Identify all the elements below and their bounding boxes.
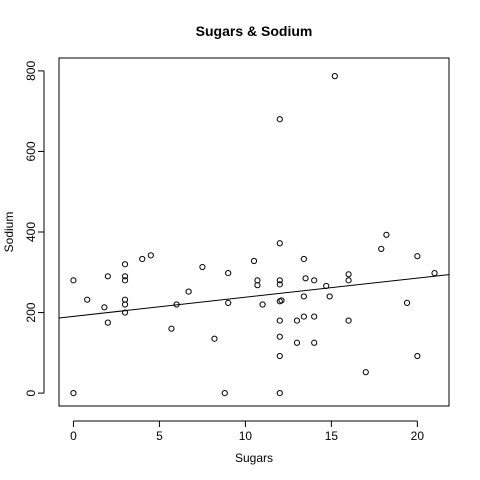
data-point [403, 299, 411, 306]
data-point [84, 296, 91, 303]
y-tick-label: 200 [24, 302, 38, 322]
plot-frame [58, 57, 450, 407]
data-point [276, 352, 283, 360]
data-point [225, 299, 232, 306]
data-point [300, 255, 307, 263]
data-point [414, 352, 421, 360]
data-point [276, 317, 283, 324]
x-axis-label: Sugars [235, 451, 273, 465]
data-point [345, 271, 352, 278]
data-point [121, 273, 129, 280]
y-tick-label: 400 [24, 222, 38, 242]
data-point [121, 261, 129, 268]
data-point [293, 317, 301, 324]
data-point [293, 339, 301, 346]
data-point [121, 309, 129, 316]
data-point [383, 231, 390, 238]
x-tick-label: 15 [325, 429, 339, 443]
data-point [104, 319, 111, 326]
data-point [121, 301, 129, 308]
data-point [311, 277, 318, 284]
data-point [211, 335, 218, 342]
data-point [311, 339, 318, 346]
data-point [362, 369, 369, 376]
data-point [331, 73, 338, 80]
data-point [225, 269, 232, 277]
data-point [345, 277, 352, 284]
data-point [414, 253, 421, 260]
data-point [378, 245, 385, 253]
y-tick-label: 800 [24, 61, 38, 81]
y-axis-label: Sodium [2, 212, 16, 253]
chart-title: Sugars & Sodium [196, 23, 313, 39]
regression-line-group [58, 274, 450, 319]
data-point [276, 390, 283, 397]
data-points [70, 73, 438, 397]
data-point [104, 273, 111, 280]
data-point [302, 275, 309, 282]
data-point [250, 257, 258, 265]
data-point [70, 390, 77, 397]
data-point [221, 390, 228, 397]
data-point [276, 116, 283, 123]
data-point [168, 325, 175, 332]
x-tick-label: 0 [70, 429, 77, 443]
data-point [311, 313, 318, 320]
x-tick-label: 20 [411, 429, 425, 443]
data-point [259, 301, 266, 308]
data-point [199, 263, 206, 271]
data-point [254, 282, 261, 289]
data-point [101, 304, 108, 311]
data-point [276, 281, 283, 288]
data-point [276, 277, 283, 284]
data-point [300, 293, 307, 300]
data-point [300, 313, 307, 320]
data-point [70, 277, 77, 284]
data-point [326, 293, 333, 300]
data-point [431, 269, 438, 277]
x-tick-label: 10 [239, 429, 253, 443]
data-point [185, 288, 192, 295]
y-tick-label: 0 [24, 389, 38, 396]
data-point [121, 277, 129, 284]
data-point [147, 252, 154, 259]
data-point [345, 317, 352, 324]
data-point [276, 333, 283, 340]
x-tick-label: 5 [156, 429, 163, 443]
y-tick-label: 600 [24, 141, 38, 161]
data-point [276, 240, 283, 247]
regression-line [58, 274, 450, 319]
data-point [139, 255, 146, 263]
data-point [278, 297, 285, 304]
